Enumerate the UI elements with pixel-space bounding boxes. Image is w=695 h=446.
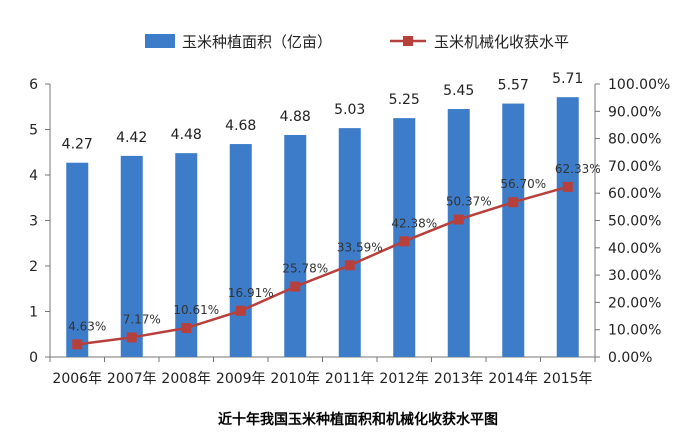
mechanization-value-label: 50.37%	[446, 194, 492, 208]
mechanization-point	[181, 323, 192, 334]
mechanization-line	[77, 185, 569, 346]
legend-marker-mechanization	[403, 36, 413, 46]
line-series: 4.63% 7.17% 10.61% 16.91% 25.78% 33.59% 42.38%…	[68, 162, 601, 350]
mechanization-value-label: 25.78%	[282, 262, 328, 276]
mechanization-point	[399, 236, 410, 247]
bar-area	[284, 134, 307, 357]
x-tick-label: 2010年	[270, 371, 320, 387]
mechanization-point	[344, 260, 355, 271]
bar-value-label: 5.25	[389, 92, 420, 108]
bar-area	[175, 153, 198, 357]
legend-label-mechanization: 玉米机械化收获水平	[434, 33, 569, 51]
y-right-tick-label: 80.00%	[608, 132, 661, 148]
mechanization-value-label: 16.91%	[228, 286, 274, 300]
bars: 4.27 4.42 4.48 4.68 4.88 5.03 5.25 5.45 5.57 5.71	[62, 71, 583, 358]
mechanization-value-label: 4.63%	[68, 319, 106, 333]
mechanization-point	[562, 181, 573, 192]
y-right-tick-label: 100.00%	[608, 77, 670, 93]
mechanization-value-label: 42.38%	[391, 216, 437, 230]
y-right-tick-label: 90.00%	[608, 104, 661, 120]
y-left-tick-label: 0	[29, 350, 38, 366]
bar-area	[229, 144, 252, 357]
bar-area	[447, 109, 470, 358]
bar-area	[502, 103, 525, 357]
mechanization-value-label: 7.17%	[123, 312, 161, 326]
x-tick-label: 2015年	[543, 371, 593, 387]
y-right-tick-label: 10.00%	[608, 323, 661, 339]
y-left-tick-label: 1	[29, 305, 38, 321]
bar-area	[338, 128, 361, 357]
y-right-tick-label: 20.00%	[608, 295, 661, 311]
y-right-tick-label: 50.00%	[608, 214, 661, 230]
legend: 玉米种植面积（亿亩） 玉米机械化收获水平	[145, 33, 569, 51]
mechanization-value-label: 56.70%	[500, 177, 546, 191]
mechanization-point	[290, 281, 301, 292]
mechanization-point	[126, 332, 137, 343]
y-left-tick-label: 2	[29, 259, 38, 275]
x-tick-label: 2011年	[325, 371, 375, 387]
x-tick-label: 2012年	[379, 371, 429, 387]
x-tick-label: 2014年	[488, 371, 538, 387]
y-right-tick-label: 0.00%	[608, 350, 652, 366]
mechanization-value-label: 33.59%	[337, 240, 383, 254]
bar-value-label: 4.68	[225, 118, 256, 134]
bar-value-label: 5.03	[334, 102, 365, 118]
mechanization-point	[72, 339, 83, 350]
y-left-tick-label: 3	[29, 214, 38, 230]
bar-value-label: 4.42	[116, 130, 147, 146]
y-right-tick-label: 70.00%	[608, 159, 661, 175]
y-right-tick-label: 60.00%	[608, 186, 661, 202]
mechanization-value-label: 10.61%	[173, 303, 219, 317]
x-tick-label: 2008年	[161, 371, 211, 387]
x-tick-label: 2009年	[216, 371, 266, 387]
x-tick-label: 2006年	[52, 371, 102, 387]
x-tick-label: 2007年	[107, 371, 157, 387]
legend-swatch-area	[145, 34, 175, 48]
y-right-tick-label: 30.00%	[608, 268, 661, 284]
legend-label-area: 玉米种植面积（亿亩）	[182, 33, 332, 51]
y-right-tick-label: 40.00%	[608, 241, 661, 257]
axes: 01234560.00%10.00%20.00%30.00%40.00%50.0…	[29, 77, 670, 387]
mechanization-value-label: 62.33%	[555, 162, 601, 176]
chart-title: 近十年我国玉米种植面积和机械化收获水平图	[218, 411, 498, 428]
y-left-tick-label: 6	[29, 77, 38, 93]
bar-value-label: 5.45	[443, 83, 474, 99]
bar-value-label: 5.57	[498, 78, 529, 94]
x-tick-label: 2013年	[434, 371, 484, 387]
bar-value-label: 4.48	[171, 127, 202, 143]
mechanization-point	[235, 305, 246, 316]
bar-area	[120, 155, 143, 357]
bar-value-label: 4.27	[62, 137, 93, 153]
bar-value-label: 4.88	[280, 109, 311, 125]
y-left-tick-label: 4	[29, 168, 38, 184]
y-left-tick-label: 5	[29, 123, 38, 139]
bar-value-label: 5.71	[552, 71, 583, 87]
bar-area	[66, 162, 89, 357]
mechanization-point	[453, 214, 464, 225]
bar-area	[556, 97, 579, 357]
mechanization-point	[508, 197, 519, 208]
